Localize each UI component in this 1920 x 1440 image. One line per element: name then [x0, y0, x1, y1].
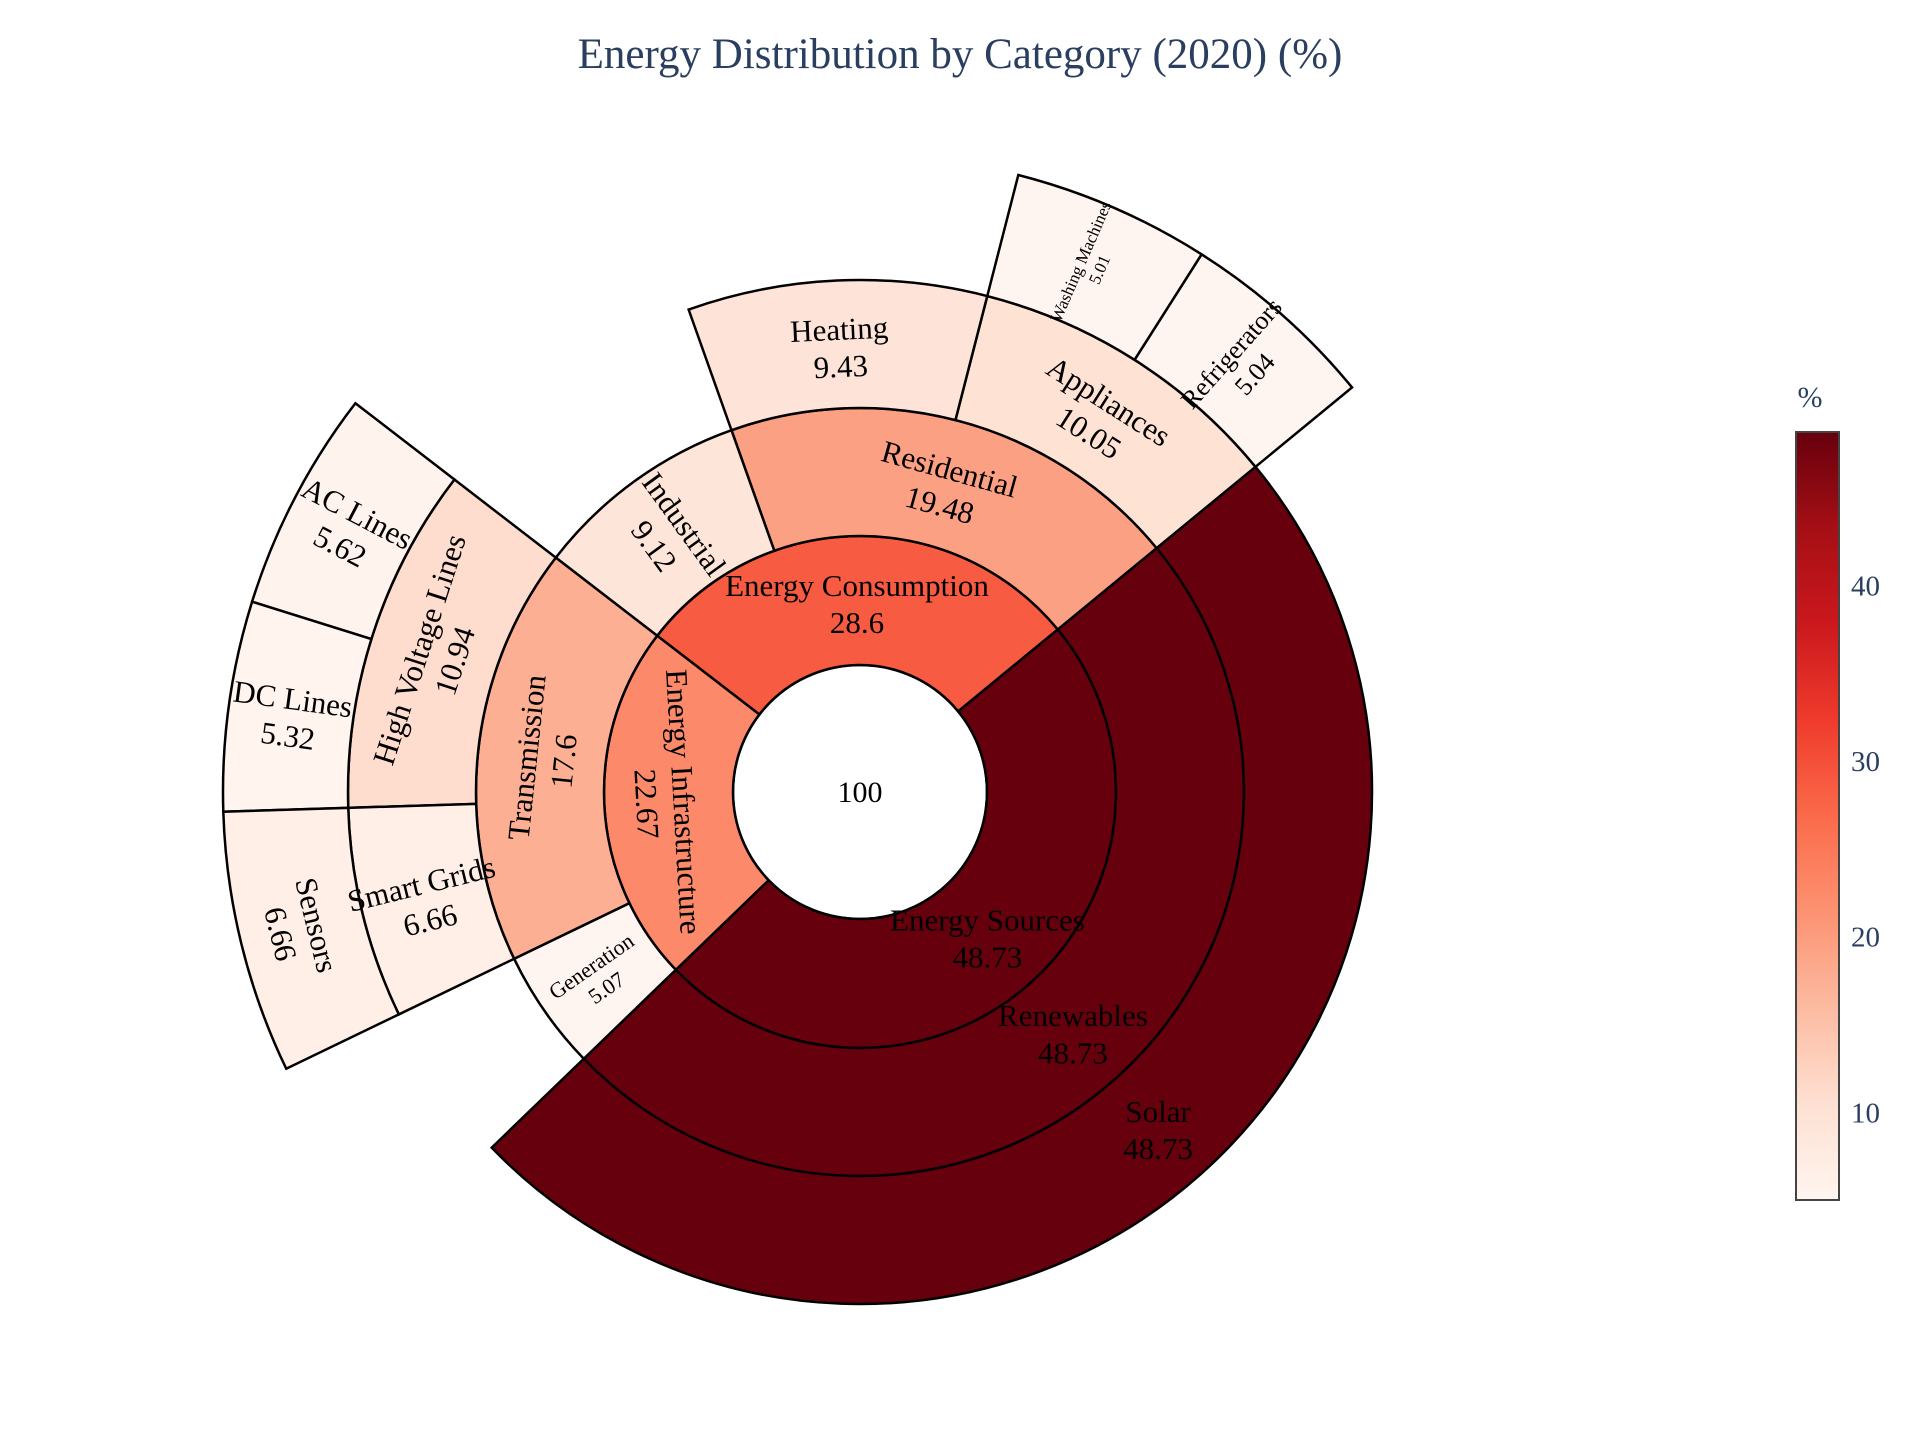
colorbar-tick: 20: [1851, 922, 1880, 954]
label-value-heating: 9.43: [813, 348, 869, 385]
label-value-energy-consumption: 28.6: [830, 605, 884, 640]
root-value-label: 100: [838, 776, 883, 809]
label-name-energy-consumption: Energy Consumption: [725, 568, 989, 603]
label-value-transmission: 17.6: [543, 732, 583, 790]
segment-washing-machines[interactable]: [985, 173, 1204, 362]
label-name-renewables: Renewables: [998, 998, 1148, 1033]
label-value-energy-infrastructure: 22.67: [627, 768, 666, 840]
colorbar-tick: 10: [1851, 1097, 1880, 1129]
colorbar: % 10 20 30 40: [1795, 381, 1880, 1201]
colorbar-tick: 30: [1851, 746, 1880, 778]
colorbar-gradient: [1795, 431, 1840, 1201]
segment-generation[interactable]: [512, 901, 678, 1061]
segment-solar[interactable]: [489, 465, 1374, 1306]
segment-heating[interactable]: [687, 278, 989, 432]
label-name-energy-sources: Energy Sources: [890, 902, 1085, 937]
label-value-energy-sources: 48.73: [953, 940, 1023, 975]
label-value-renewables: 48.73: [1038, 1035, 1108, 1070]
segment-sensors[interactable]: [222, 806, 401, 1071]
sunburst-segments: [221, 173, 1374, 1306]
label-name-solar: Solar: [1125, 1094, 1191, 1129]
colorbar-title: %: [1798, 381, 1823, 414]
colorbar-tick: 40: [1851, 570, 1880, 602]
label-value-solar: 48.73: [1123, 1131, 1193, 1166]
label-name-heating: Heating: [789, 310, 889, 349]
label-value-dc-lines: 5.32: [259, 715, 318, 757]
chart-title: Energy Distribution by Category (2020) (…: [577, 31, 1343, 78]
